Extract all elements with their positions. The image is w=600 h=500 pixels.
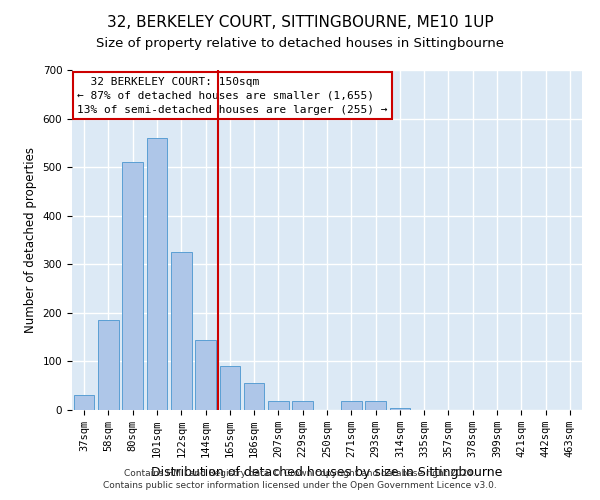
- Bar: [292, 402, 313, 410]
- Bar: [122, 162, 143, 410]
- Bar: [365, 402, 386, 410]
- Bar: [220, 366, 240, 410]
- Text: Size of property relative to detached houses in Sittingbourne: Size of property relative to detached ho…: [96, 38, 504, 51]
- Bar: [389, 408, 410, 410]
- Text: 32, BERKELEY COURT, SITTINGBOURNE, ME10 1UP: 32, BERKELEY COURT, SITTINGBOURNE, ME10 …: [107, 15, 493, 30]
- Bar: [171, 252, 191, 410]
- X-axis label: Distribution of detached houses by size in Sittingbourne: Distribution of detached houses by size …: [151, 466, 503, 478]
- Bar: [341, 402, 362, 410]
- Bar: [244, 384, 265, 410]
- Bar: [268, 402, 289, 410]
- Bar: [146, 138, 167, 410]
- Bar: [74, 396, 94, 410]
- Text: Contains HM Land Registry data © Crown copyright and database right 2024.
Contai: Contains HM Land Registry data © Crown c…: [103, 468, 497, 490]
- Bar: [195, 340, 216, 410]
- Y-axis label: Number of detached properties: Number of detached properties: [24, 147, 37, 333]
- Text: 32 BERKELEY COURT: 150sqm
← 87% of detached houses are smaller (1,655)
13% of se: 32 BERKELEY COURT: 150sqm ← 87% of detac…: [77, 77, 388, 115]
- Bar: [98, 320, 119, 410]
